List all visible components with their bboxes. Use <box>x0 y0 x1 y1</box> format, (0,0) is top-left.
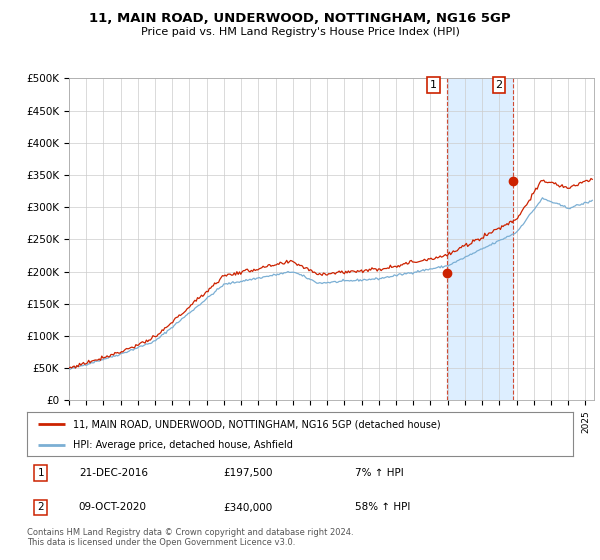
Text: 11, MAIN ROAD, UNDERWOOD, NOTTINGHAM, NG16 5GP: 11, MAIN ROAD, UNDERWOOD, NOTTINGHAM, NG… <box>89 12 511 25</box>
Text: 2: 2 <box>37 502 44 512</box>
Text: Contains HM Land Registry data © Crown copyright and database right 2024.
This d: Contains HM Land Registry data © Crown c… <box>27 528 353 547</box>
Text: 1: 1 <box>430 80 437 90</box>
Text: 1: 1 <box>37 468 44 478</box>
Text: 2: 2 <box>496 80 503 90</box>
Bar <box>447 78 513 400</box>
Text: 09-OCT-2020: 09-OCT-2020 <box>79 502 147 512</box>
Text: HPI: Average price, detached house, Ashfield: HPI: Average price, detached house, Ashf… <box>73 440 293 450</box>
Text: £340,000: £340,000 <box>224 502 273 512</box>
Text: Price paid vs. HM Land Registry's House Price Index (HPI): Price paid vs. HM Land Registry's House … <box>140 27 460 37</box>
Text: £197,500: £197,500 <box>224 468 273 478</box>
Text: 21-DEC-2016: 21-DEC-2016 <box>79 468 148 478</box>
Text: 7% ↑ HPI: 7% ↑ HPI <box>355 468 403 478</box>
Text: 58% ↑ HPI: 58% ↑ HPI <box>355 502 410 512</box>
Text: 11, MAIN ROAD, UNDERWOOD, NOTTINGHAM, NG16 5GP (detached house): 11, MAIN ROAD, UNDERWOOD, NOTTINGHAM, NG… <box>73 419 441 429</box>
